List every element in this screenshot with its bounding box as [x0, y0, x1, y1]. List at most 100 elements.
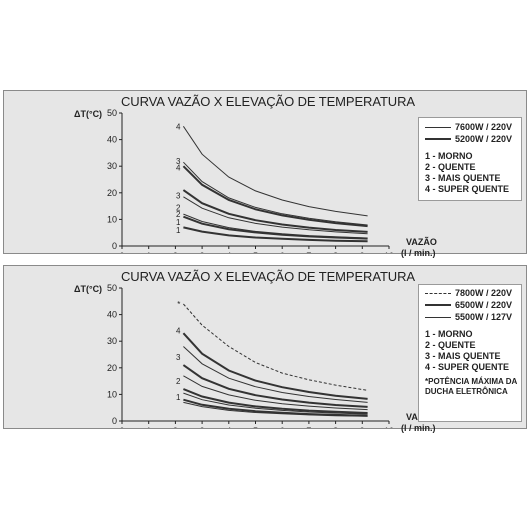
curve-label: 1	[176, 393, 181, 402]
y-tick-label: 50	[107, 108, 117, 118]
series-line-thin-level-2	[183, 392, 368, 415]
plot-area: 0 10 20 30 40 50 0 1 2 3 4 5 6 7 8 9 10 * 4 3 2 1	[107, 283, 394, 428]
y-tick-label: 0	[112, 241, 117, 251]
x-tick-label: 8	[333, 426, 338, 428]
x-tick-label: 9	[360, 426, 365, 428]
x-tick-label: 9	[360, 251, 365, 253]
chart-plot-2: 0 10 20 30 40 50 0 1 2 3 4 5 6 7 8 9 10 * 4 3 2 1	[107, 283, 394, 428]
y-tick-label: 10	[107, 214, 117, 224]
series-line-thin-level-3	[183, 161, 368, 226]
x-tick-label: 1	[146, 426, 151, 428]
legend-level: 1 - MORNO	[425, 151, 473, 161]
legend-label: 5500W / 127V	[455, 312, 513, 322]
curve-label: 4	[176, 122, 181, 131]
legend-entry: 5200W / 220V	[419, 133, 521, 145]
curve-label: 3	[176, 191, 181, 200]
plot-area: 0102030405001234567891043432211	[107, 108, 394, 253]
series-line-thick-level-1	[183, 398, 368, 417]
legend-note: *POTÊNCIA MÁXIMA DA DUCHA ELETRÔNICA	[425, 377, 517, 396]
chart-title: CURVA VAZÃO X ELEVAÇÃO DE TEMPERATURA	[121, 94, 415, 109]
series-line-thin-level-4	[182, 126, 368, 217]
x-tick-label: 5	[253, 426, 258, 428]
x-tick-label: 7	[306, 426, 311, 428]
y-tick-label: 40	[107, 310, 117, 320]
y-tick-label: 30	[107, 161, 117, 171]
curve-label: 1	[176, 218, 181, 227]
x-tick-label: 3	[200, 251, 205, 253]
series-line-thick-level-3	[182, 364, 368, 408]
y-tick-label: 20	[107, 363, 117, 373]
chart-panel-1: CURVA VAZÃO X ELEVAÇÃO DE TEMPERATURA ΔT…	[3, 90, 527, 258]
x-tick-label: 8	[333, 251, 338, 253]
x-tick-label: 6	[280, 426, 285, 428]
chart-title: CURVA VAZÃO X ELEVAÇÃO DE TEMPERATURA	[121, 269, 415, 284]
series-line-thick-level-3	[182, 189, 368, 233]
y-tick-label: 40	[107, 135, 117, 145]
x-tick-label: 7	[306, 251, 311, 253]
legend-swatch-thick	[425, 138, 451, 140]
legend-swatch-thin	[425, 317, 451, 318]
legend-swatch-dashed	[425, 293, 451, 294]
x-tick-label: 0	[119, 426, 124, 428]
x-tick-label: 0	[119, 251, 124, 253]
legend-level: 3 - MAIS QUENTE	[425, 173, 501, 183]
y-tick-label: 0	[112, 416, 117, 426]
chart-plot-1: 0102030405001234567891043432211	[107, 108, 394, 253]
x-tick-label: 5	[253, 251, 258, 253]
curve-label: 2	[176, 377, 181, 386]
chart-legend: 7600W / 220V 5200W / 220V 1 - MORNO 2 - …	[418, 117, 522, 201]
curve-label: 4	[176, 327, 181, 336]
series-line-thick-level-1	[183, 226, 368, 243]
chart-panel-2: CURVA VAZÃO X ELEVAÇÃO DE TEMPERATURA ΔT…	[3, 265, 527, 433]
x-axis-label: VAZÃO	[406, 237, 437, 247]
y-tick-label: 20	[107, 188, 117, 198]
legend-entry: 6500W / 220V	[419, 299, 521, 311]
series-line-thick-level-4	[182, 332, 368, 400]
x-axis-unit: (l / min.)	[401, 248, 436, 258]
x-tick-label: 2	[173, 426, 178, 428]
legend-entry: 7600W / 220V	[419, 121, 521, 133]
series-line-thin-level-4	[183, 346, 368, 403]
y-tick-label: 10	[107, 389, 117, 399]
series-line-thin-level-3	[183, 375, 368, 411]
legend-label: 7800W / 220V	[455, 288, 513, 298]
legend-entry: 5500W / 127V	[419, 311, 521, 323]
curve-label: 2	[176, 203, 181, 212]
curve-label: 4	[176, 164, 181, 173]
legend-level: 4 - SUPER QUENTE	[425, 362, 510, 372]
legend-entry: 7800W / 220V	[419, 287, 521, 299]
legend-label: 6500W / 220V	[455, 300, 513, 310]
x-tick-label: 4	[226, 251, 231, 253]
series-line-thin-level-1	[183, 401, 368, 417]
legend-level: 4 - SUPER QUENTE	[425, 184, 510, 194]
series-line-thick-level-2	[183, 215, 368, 240]
chart-legend: 7800W / 220V 6500W / 220V 5500W / 127V 1…	[418, 284, 522, 422]
x-tick-label: 6	[280, 251, 285, 253]
x-axis-unit: (l / min.)	[401, 423, 436, 433]
curve-label: 2	[176, 210, 181, 219]
series-line-dashed-level-4	[183, 303, 368, 391]
y-axis-label: ΔT(°C)	[74, 284, 103, 294]
x-tick-label: 3	[200, 426, 205, 428]
legend-level: 1 - MORNO	[425, 329, 473, 339]
series-line-thick-level-2	[183, 388, 368, 414]
legend-level: 2 - QUENTE	[425, 340, 476, 350]
legend-level: 2 - QUENTE	[425, 162, 476, 172]
legend-label: 5200W / 220V	[455, 134, 513, 144]
curve-label: 3	[176, 157, 181, 166]
curve-label: 3	[176, 353, 181, 362]
y-tick-label: 30	[107, 336, 117, 346]
series-line-thick-level-4	[182, 165, 368, 228]
x-tick-label: 2	[173, 251, 178, 253]
x-tick-label: 4	[226, 426, 231, 428]
legend-level: 3 - MAIS QUENTE	[425, 351, 501, 361]
x-tick-label: 10	[384, 426, 394, 428]
legend-label: 7600W / 220V	[455, 122, 513, 132]
y-tick-label: 50	[107, 283, 117, 293]
curve-label: 1	[176, 226, 181, 235]
legend-swatch-thin	[425, 127, 451, 128]
x-tick-label: 1	[146, 251, 151, 253]
legend-swatch-thick	[425, 304, 451, 306]
y-axis-label: ΔT(°C)	[74, 109, 103, 119]
curve-label: *	[177, 300, 180, 309]
